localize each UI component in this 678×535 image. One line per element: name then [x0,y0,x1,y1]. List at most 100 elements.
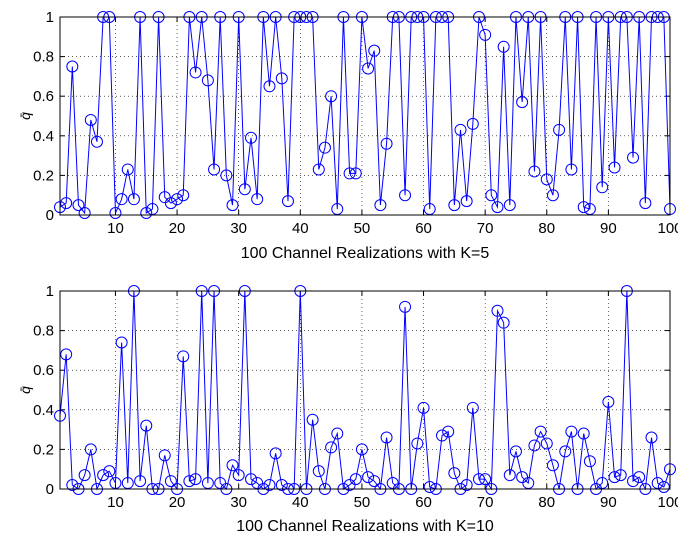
data-point [497,316,510,329]
plot-area [60,291,670,489]
series-line [59,16,671,215]
y-tick-label: 0.2 [33,167,54,184]
data-point [503,469,516,482]
y-tick-label: 1 [46,283,54,300]
data-point [220,169,233,182]
data-point [78,469,91,482]
data-point [639,197,652,210]
data-point [546,189,559,202]
data-point [399,189,412,202]
data-point [633,471,646,484]
x-tick-label: 80 [538,220,555,237]
data-point [127,193,140,206]
x-tick-label: 80 [538,494,555,511]
chart-panel-2: 10 20 30 40 50 60 70 80 90 100 0 0.2 0.4 0.6 0.8 1 100 C… [17,283,678,535]
data-point [349,167,362,180]
data-point [423,481,436,494]
data-point [380,431,393,444]
data-point [355,443,368,456]
data-point [177,189,190,202]
x-axis-label: 100 Channel Realizations with K=10 [236,518,494,535]
data-point [509,445,522,458]
data-point [602,395,615,408]
data-point [516,96,529,109]
x-tick-label: 10 [107,494,124,511]
data-point [134,475,147,488]
data-point [263,479,276,492]
data-point [577,201,590,214]
data-point [281,195,294,208]
series-line [59,290,671,491]
data-point [238,183,251,196]
data-point [627,475,640,488]
data-point [232,469,245,482]
data-point [466,401,479,414]
x-tick-label: 90 [600,220,617,237]
data-point [540,173,553,186]
x-tick-label: 30 [230,494,247,511]
data-point [331,427,344,440]
data-point [226,199,239,212]
data-point [368,44,381,57]
data-point [164,197,177,210]
data-point [466,117,479,130]
data-point [318,141,331,154]
data-point [263,80,276,93]
data-point [140,207,153,220]
data-point [472,473,485,486]
y-tick-label: 0.6 [33,88,54,105]
data-point [158,449,171,462]
y-tick-label: 0 [46,481,54,498]
data-point [528,439,541,452]
y-tick-label: 0.4 [33,128,54,145]
axes-frame [59,290,671,490]
data-point [90,135,103,148]
data-point [362,471,375,484]
data-point [72,199,85,212]
data-point [374,199,387,212]
data-point [448,199,461,212]
x-tick-label: 40 [292,494,309,511]
x-tick-label: 100 [657,494,678,511]
y-axis-label: q̄ [17,386,33,394]
data-point [97,469,110,482]
data-point [208,163,221,176]
data-point [189,473,202,486]
data-point [103,465,116,478]
data-point [312,163,325,176]
data-point [177,350,190,363]
data-point [497,40,510,53]
data-point [226,459,239,472]
data-point [657,481,670,494]
data-point [312,465,325,478]
x-axis-label: 100 Channel Realizations with K=5 [241,245,490,262]
data-point [553,123,566,136]
data-point [275,479,288,492]
x-tick-label: 60 [415,494,432,511]
data-point [460,479,473,492]
data-point [60,197,73,210]
x-tick-label: 10 [107,220,124,237]
data-point [189,66,202,79]
data-point [109,207,122,220]
y-tick-label: 0.8 [33,323,54,340]
data-point [534,425,547,438]
data-point [60,348,73,361]
data-point [627,151,640,164]
data-point [436,429,449,442]
data-point [577,427,590,440]
x-tick-label: 90 [600,494,617,511]
data-point [164,475,177,488]
axes-frame [59,16,671,216]
data-point [245,131,258,144]
data-point [380,137,393,150]
y-tick-label: 0.2 [33,441,54,458]
data-point [442,425,455,438]
y-axis-label: q̄ [17,112,33,120]
data-point [66,60,79,73]
x-tick-label: 60 [415,220,432,237]
data-point [245,473,258,486]
data-point [183,475,196,488]
data-point [368,475,381,488]
